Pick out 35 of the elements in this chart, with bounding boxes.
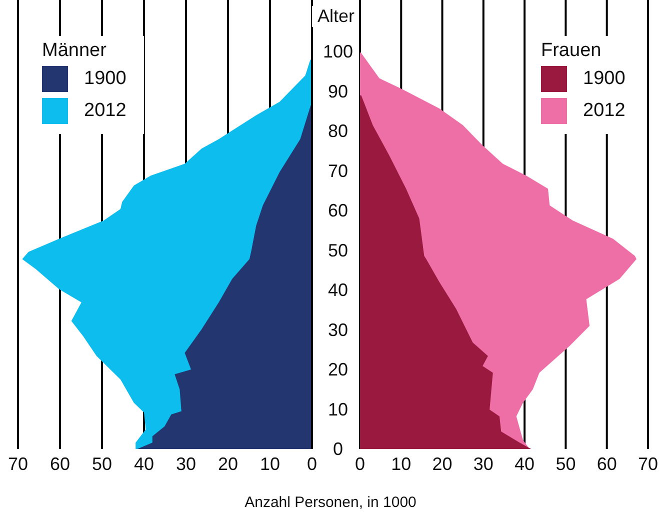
y-tick-label: 80	[328, 121, 348, 142]
y-tick-label: 50	[328, 240, 348, 260]
x-tick-label: 30	[176, 454, 196, 474]
x-tick-label: 70	[8, 454, 28, 474]
y-tick-label: 70	[328, 160, 348, 181]
x-tick-label: 0	[306, 454, 318, 474]
y-tick-label: 10	[328, 399, 348, 420]
legend-label: 2012	[583, 100, 626, 122]
x-tick-label: 60	[50, 454, 70, 474]
legend-label: 1900	[84, 68, 126, 90]
x-tick-label: 10	[260, 454, 280, 474]
y-tick-label: 90	[328, 81, 348, 102]
y-tick-label: 40	[328, 280, 348, 300]
x-tick-label: 60	[596, 454, 617, 474]
legend-label: 1900	[583, 68, 626, 90]
y-axis-title: Alter	[312, 6, 360, 27]
x-tick-label: 20	[432, 454, 452, 474]
y-tick-label: 30	[328, 320, 348, 340]
x-tick-label: 0	[354, 454, 366, 474]
y-tick-label: 100	[322, 42, 354, 62]
y-tick-label: 20	[328, 360, 348, 380]
x-tick-label: 40	[134, 454, 154, 474]
legend-title: Männer	[42, 40, 108, 62]
x-tick-label: 20	[218, 454, 238, 474]
legend-title: Frauen	[541, 40, 602, 62]
legend-label: 2012	[84, 100, 126, 122]
y-tick-label: 60	[328, 200, 348, 221]
x-tick-label: 30	[473, 454, 494, 474]
x-axis-title: Anzahl Personen, in 1000	[244, 494, 418, 511]
x-tick-label: 70	[638, 454, 658, 474]
y-tick-label: 0	[332, 439, 344, 459]
x-tick-label: 40	[514, 454, 535, 474]
x-tick-label: 10	[391, 454, 412, 474]
x-tick-label: 50	[92, 454, 112, 474]
x-tick-label: 50	[556, 454, 576, 474]
